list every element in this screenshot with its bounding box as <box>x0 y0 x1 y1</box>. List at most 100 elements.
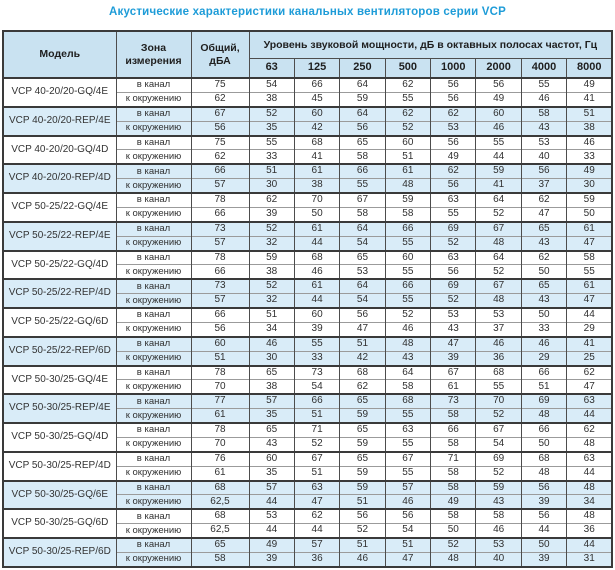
octave-level-500hz: 55 <box>384 436 432 452</box>
octave-level-125hz: 51 <box>293 465 341 481</box>
total-dba-value: 56 <box>190 321 250 337</box>
octave-level-2000hz: 59 <box>475 163 522 179</box>
octave-level-8000hz: 34 <box>566 494 613 510</box>
octave-level-4000hz: 39 <box>520 494 568 510</box>
octave-level-250hz: 54 <box>339 293 386 308</box>
octave-level-125hz: 44 <box>293 235 341 251</box>
octave-level-1000hz: 71 <box>430 450 477 467</box>
octave-level-2000hz: 67 <box>475 220 522 237</box>
zone-label: в канал <box>115 76 192 93</box>
table-row: к окружению 62 38 45 59 55 56 49 46 41 <box>3 91 613 107</box>
octave-level-125hz: 42 <box>293 120 341 136</box>
octave-level-250hz: 58 <box>339 206 386 222</box>
octave-level-250hz: 42 <box>339 350 386 366</box>
table-row: VCP 50-25/22-REP/6D в канал 60 46 55 51 48 47 46… <box>2 335 613 366</box>
octave-level-63hz: 38 <box>248 379 295 395</box>
octave-level-63hz: 43 <box>248 436 295 452</box>
zone-label: в канал <box>115 105 192 122</box>
octave-level-500hz: 55 <box>384 264 432 280</box>
octave-level-2000hz: 60 <box>475 105 522 122</box>
octave-level-500hz: 59 <box>384 191 432 208</box>
model-name: VCP 50-30/25-REP/4E <box>2 393 117 423</box>
model-name: VCP 50-30/25-REP/4D <box>2 450 117 481</box>
total-dba-value: 66 <box>190 206 250 222</box>
octave-level-2000hz: 52 <box>475 206 522 222</box>
table-row: к окружению 70 43 52 59 55 58 54 50 48 <box>3 436 613 452</box>
octave-level-125hz: 45 <box>293 91 341 107</box>
model-name: VCP 50-25/22-REP/6D <box>2 335 117 366</box>
header-row-2: 63 125 250 500 1000 2000 4000 8000 <box>3 57 613 79</box>
octave-level-500hz: 57 <box>384 479 432 495</box>
octave-level-63hz: 65 <box>248 364 295 380</box>
octave-level-2000hz: 58 <box>475 508 522 524</box>
octave-level-8000hz: 25 <box>566 350 613 366</box>
octave-level-4000hz: 50 <box>520 306 568 323</box>
table-row: к окружению 58 39 36 46 47 48 40 39 31 <box>3 551 613 567</box>
octave-level-250hz: 52 <box>339 523 386 538</box>
total-dba-value: 70 <box>190 436 250 452</box>
octave-level-4000hz: 56 <box>520 163 568 179</box>
octave-level-500hz: 60 <box>384 249 432 265</box>
total-dba-value: 57 <box>190 293 250 308</box>
octave-level-125hz: 60 <box>293 306 341 323</box>
model-name: VCP 50-25/22-REP/4D <box>2 278 117 308</box>
table-row: к окружению 61 35 51 59 55 58 52 48 44 <box>3 408 613 423</box>
octave-level-4000hz: 65 <box>520 278 568 294</box>
zone-label: к окружению <box>115 379 192 395</box>
octave-level-63hz: 51 <box>248 163 295 179</box>
zone-label: к окружению <box>115 91 192 107</box>
octave-level-63hz: 39 <box>248 206 295 222</box>
octave-level-250hz: 46 <box>339 551 386 567</box>
octave-level-1000hz: 67 <box>430 364 477 380</box>
octave-level-63hz: 35 <box>248 120 295 136</box>
octave-level-2000hz: 67 <box>475 278 522 294</box>
header-frequency-1000: 1000 <box>430 57 477 79</box>
octave-level-125hz: 67 <box>293 450 341 467</box>
octave-level-500hz: 52 <box>384 120 432 136</box>
table-row: к окружению 70 38 54 62 58 61 55 51 47 <box>3 379 613 395</box>
octave-level-1000hz: 62 <box>430 105 477 122</box>
octave-level-1000hz: 56 <box>430 264 477 280</box>
octave-level-4000hz: 39 <box>520 551 568 567</box>
octave-level-1000hz: 66 <box>430 421 477 438</box>
octave-level-125hz: 51 <box>293 408 341 423</box>
table-row: VCP 50-30/25-GQ/6D в канал 68 53 62 56 56 58 58 5… <box>2 508 613 538</box>
octave-level-125hz: 66 <box>293 393 341 409</box>
octave-level-63hz: 38 <box>248 91 295 107</box>
octave-level-8000hz: 44 <box>566 306 613 323</box>
octave-level-63hz: 49 <box>248 536 295 553</box>
octave-level-1000hz: 63 <box>430 249 477 265</box>
model-name: VCP 50-25/22-REP/4E <box>2 220 117 251</box>
octave-level-1000hz: 63 <box>430 191 477 208</box>
octave-level-63hz: 30 <box>248 178 295 193</box>
octave-level-8000hz: 62 <box>566 364 613 380</box>
octave-level-1000hz: 49 <box>430 149 477 165</box>
octave-level-500hz: 66 <box>384 278 432 294</box>
octave-level-125hz: 47 <box>293 494 341 510</box>
octave-level-63hz: 44 <box>248 494 295 510</box>
octave-level-2000hz: 54 <box>475 436 522 452</box>
table-row: к окружению 62,5 44 47 51 46 49 43 39 34 <box>3 494 613 510</box>
octave-level-1000hz: 50 <box>430 523 477 538</box>
octave-level-500hz: 55 <box>384 293 432 308</box>
octave-level-250hz: 51 <box>339 536 386 553</box>
octave-level-250hz: 59 <box>339 465 386 481</box>
table-row: VCP 50-30/25-GQ/4D в канал 78 65 71 65 63 66 67 6… <box>2 421 613 452</box>
octave-level-63hz: 62 <box>248 191 295 208</box>
octave-level-500hz: 55 <box>384 408 432 423</box>
octave-level-2000hz: 53 <box>475 536 522 553</box>
octave-level-4000hz: 43 <box>520 293 568 308</box>
octave-level-125hz: 36 <box>293 551 341 567</box>
octave-level-8000hz: 48 <box>566 479 613 495</box>
octave-level-8000hz: 49 <box>566 76 613 93</box>
octave-level-1000hz: 48 <box>430 551 477 567</box>
table-row: VCP 40-20/20-REP/4E в канал 67 52 60 64 62 62 60… <box>2 105 613 136</box>
octave-level-500hz: 62 <box>384 76 432 93</box>
octave-level-250hz: 51 <box>339 335 386 352</box>
model-name: VCP 40-20/20-GQ/4E <box>2 77 117 107</box>
octave-level-250hz: 47 <box>339 321 386 337</box>
zone-label: к окружению <box>115 293 192 308</box>
octave-level-63hz: 38 <box>248 264 295 280</box>
octave-level-125hz: 46 <box>293 264 341 280</box>
